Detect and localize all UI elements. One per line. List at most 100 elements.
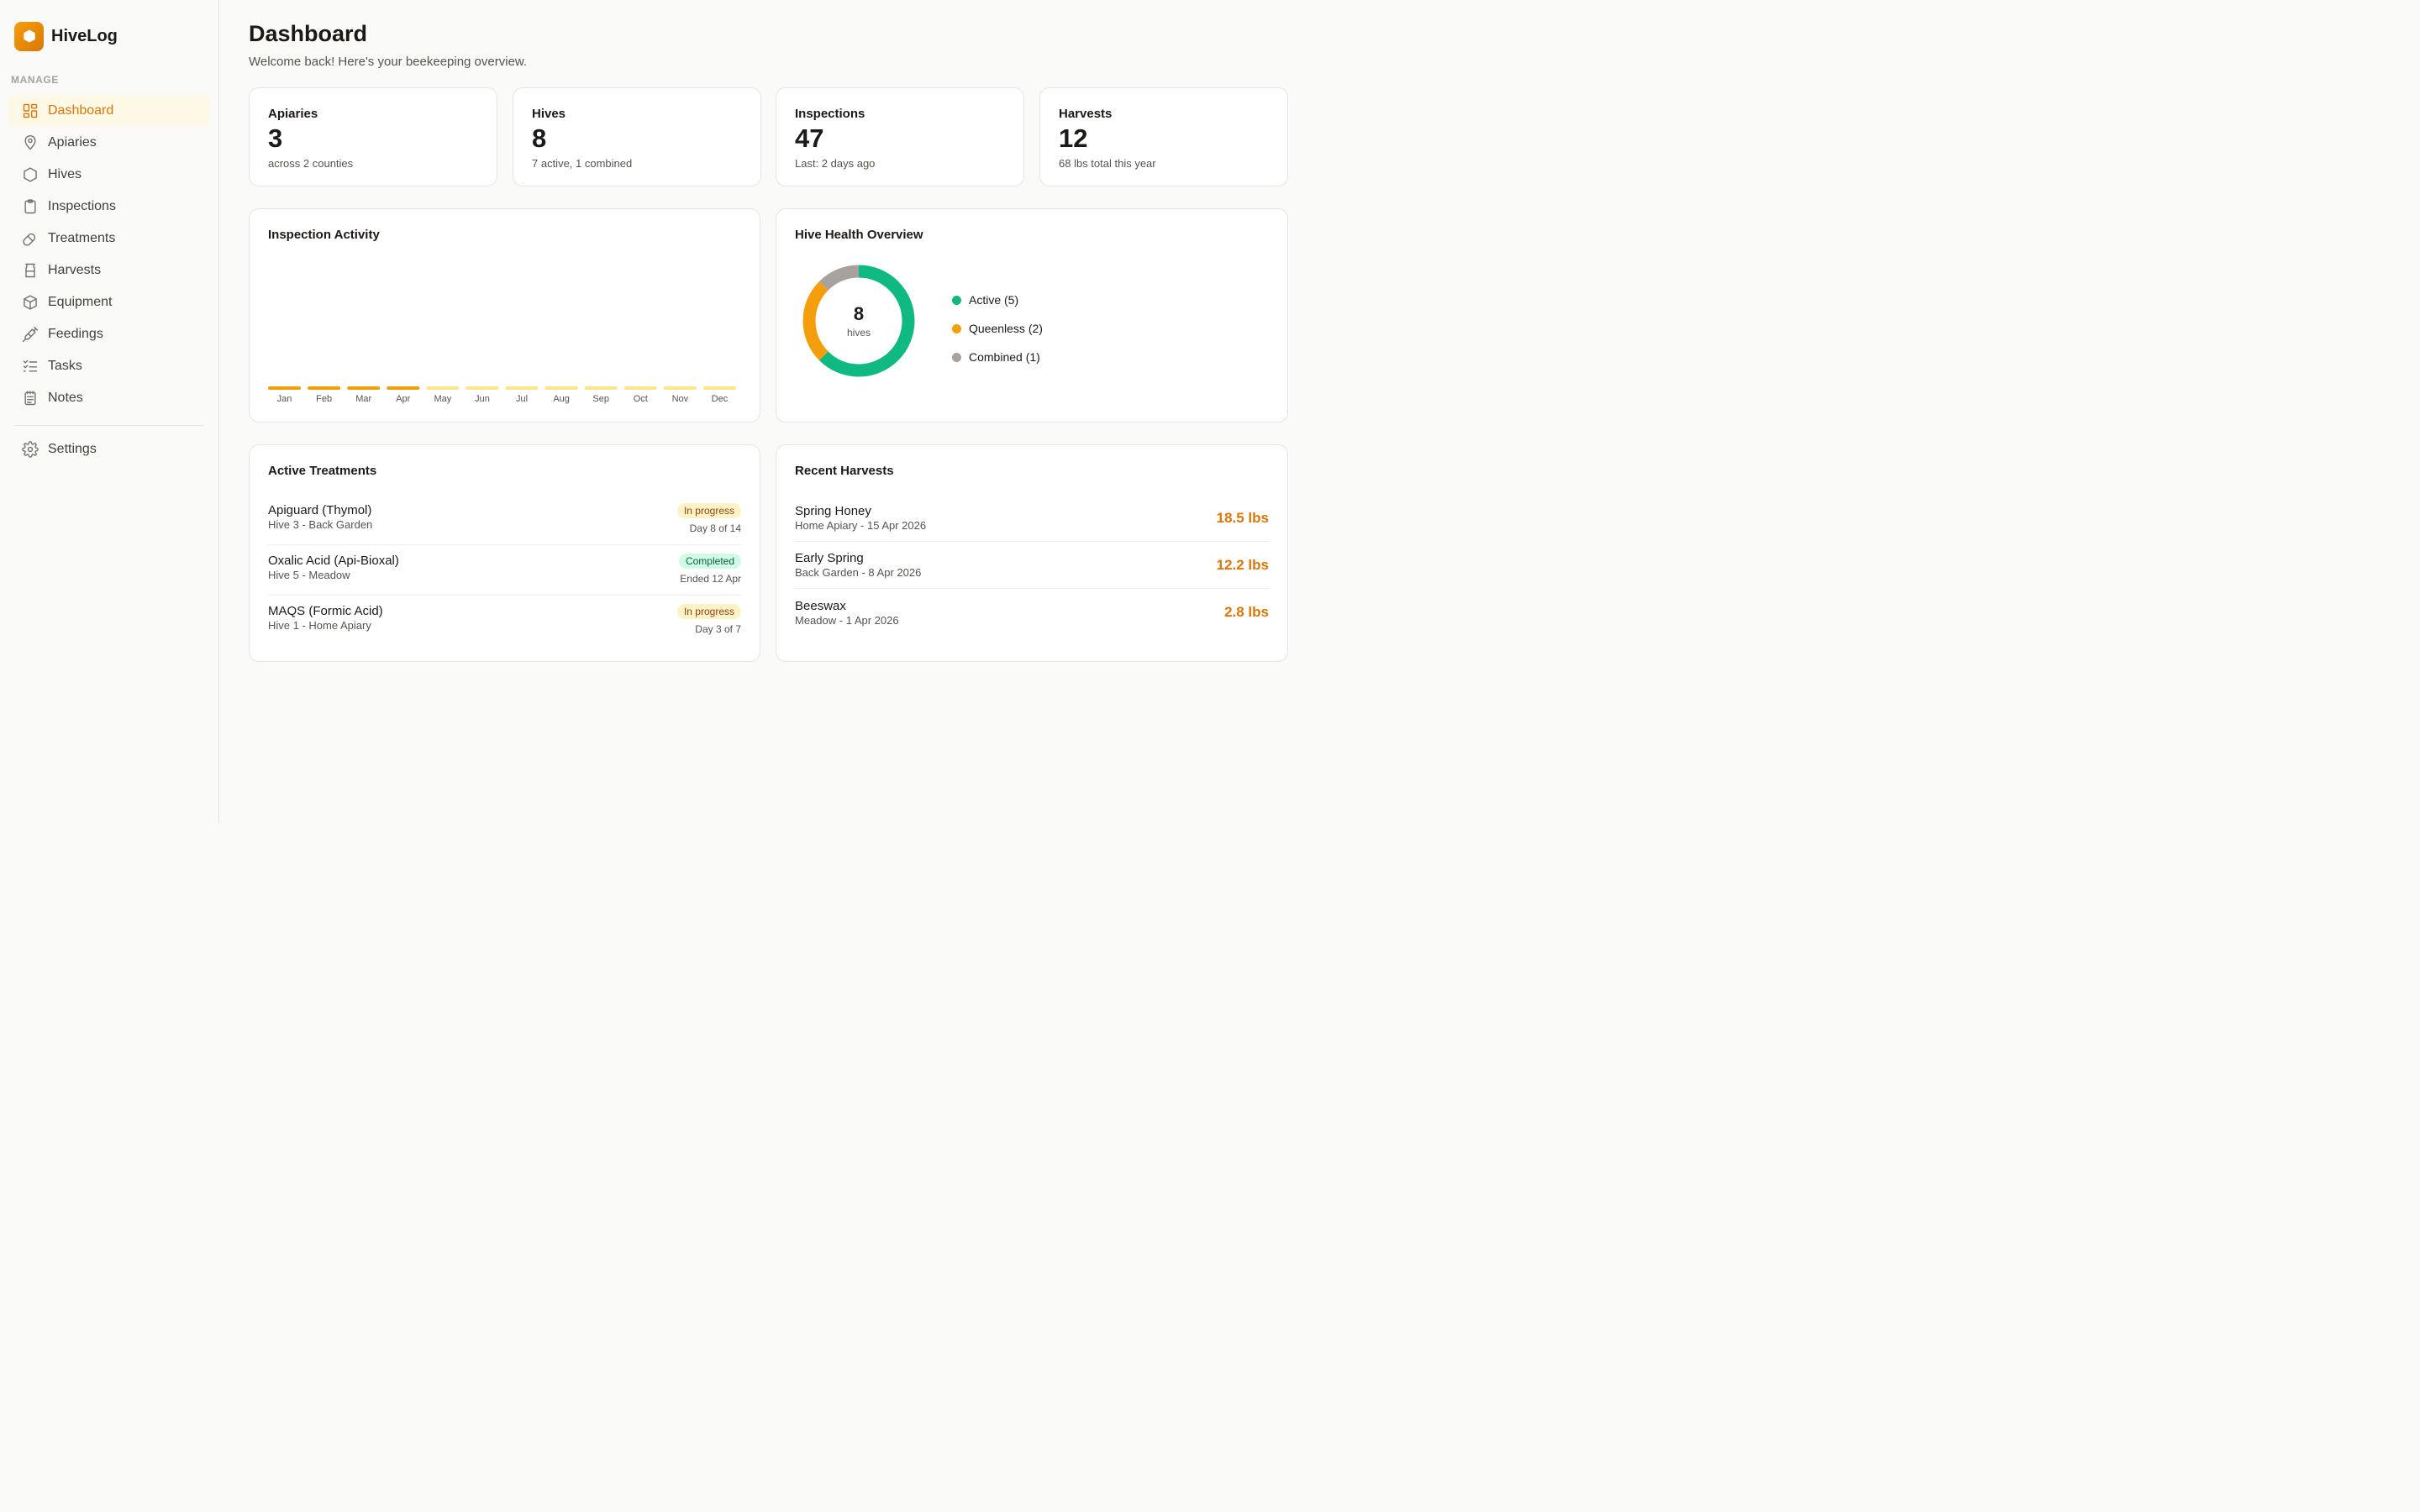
legend-dot	[952, 323, 961, 333]
stat-card-apiaries[interactable]: Apiaries 3 across 2 counties	[249, 87, 497, 186]
notepad-icon	[22, 390, 39, 407]
sidebar-item-notes[interactable]: Notes	[8, 382, 210, 414]
bar-nov[interactable]	[663, 386, 697, 390]
page-subtitle: Welcome back! Here's your beekeeping ove…	[249, 55, 528, 69]
treatment-name: Apiguard (Thymol)	[268, 503, 372, 517]
brand[interactable]: HiveLog	[14, 21, 210, 51]
treatment-location: Hive 1 - Home Apiary	[268, 619, 371, 632]
sidebar-item-label: Tasks	[48, 359, 82, 373]
hive-health-donut: 8 hives	[802, 265, 915, 377]
legend-label: Combined (1)	[969, 350, 1040, 364]
section-label: MANAGE	[11, 74, 59, 86]
checklist-icon	[22, 358, 39, 375]
sidebar-item-tasks[interactable]: Tasks	[8, 350, 210, 382]
legend-label: Queenless (2)	[969, 322, 1043, 335]
inspection-activity-chart: Jan Feb Mar Apr May Jun Jul Aug Sep Oct Nov Dec	[268, 386, 736, 404]
sidebar-item-equipment[interactable]: Equipment	[8, 286, 210, 318]
recent-harvests-card: Recent Harvests Spring Honey Home Apiary…	[776, 444, 1288, 662]
bar-jan[interactable]	[268, 386, 302, 390]
bar-jul[interactable]	[505, 386, 539, 390]
harvest-name: Spring Honey	[795, 504, 871, 518]
map-pin-icon	[22, 134, 39, 151]
stat-title: Inspections	[795, 107, 865, 121]
jar-icon	[22, 262, 39, 279]
bar-dec[interactable]	[702, 386, 736, 390]
harvest-amount: 18.5 lbs	[1216, 509, 1269, 526]
bar-oct[interactable]	[623, 386, 657, 390]
tick-label: Sep	[592, 394, 609, 404]
stat-value: 47	[795, 123, 824, 153]
stat-sub: Last: 2 days ago	[795, 157, 876, 170]
tick-label: May	[434, 394, 451, 404]
sidebar-item-settings[interactable]: Settings	[8, 433, 210, 465]
list-item[interactable]: Oxalic Acid (Api-Bioxal) Hive 5 - Meadow…	[268, 545, 741, 596]
sidebar-item-label: Dashboard	[48, 103, 114, 118]
treatment-location: Hive 5 - Meadow	[268, 569, 350, 581]
harvest-details: Back Garden - 8 Apr 2026	[795, 566, 922, 579]
clipboard-icon	[22, 198, 39, 215]
bar-feb[interactable]	[308, 386, 341, 390]
tick-label: Jan	[277, 394, 292, 404]
tick-label: Apr	[396, 394, 410, 404]
sidebar: HiveLog MANAGE Dashboard Apiaries Hives …	[0, 0, 219, 823]
chart-legend: Active (5) Queenless (2) Combined (1)	[952, 286, 1043, 371]
sidebar-item-label: Treatments	[48, 231, 116, 245]
list-item[interactable]: Early Spring Back Garden - 8 Apr 2026 12…	[795, 542, 1269, 589]
donut-slice-queenless[interactable]	[802, 265, 915, 377]
treatment-progress: Day 8 of 14	[689, 522, 741, 534]
list-item[interactable]: Apiguard (Thymol) Hive 3 - Back Garden I…	[268, 495, 741, 545]
treatment-name: MAQS (Formic Acid)	[268, 604, 383, 618]
grid-icon	[22, 102, 39, 119]
panel-title: Inspection Activity	[268, 228, 380, 242]
treatment-name: Oxalic Acid (Api-Bioxal)	[268, 554, 399, 568]
donut-slice-combined[interactable]	[802, 265, 915, 377]
stat-title: Harvests	[1059, 107, 1113, 121]
hexagon-logo-icon	[14, 21, 44, 51]
box-icon	[22, 294, 39, 311]
sidebar-item-dashboard[interactable]: Dashboard	[8, 95, 210, 127]
list-item[interactable]: Beeswax Meadow - 1 Apr 2026 2.8 lbs	[795, 589, 1269, 636]
stat-card-harvests[interactable]: Harvests 12 68 lbs total this year	[1039, 87, 1288, 186]
legend-entry: Queenless (2)	[952, 314, 1043, 343]
sidebar-item-label: Inspections	[48, 199, 116, 213]
page-title: Dashboard	[249, 21, 368, 46]
main-content: Dashboard Welcome back! Here's your beek…	[219, 0, 1318, 823]
sidebar-item-treatments[interactable]: Treatments	[8, 223, 210, 255]
harvest-name: Beeswax	[795, 598, 846, 613]
sidebar-item-label: Feedings	[48, 327, 103, 341]
bar-may[interactable]	[426, 386, 460, 390]
sidebar-nav: Dashboard Apiaries Hives Inspections Tre…	[8, 95, 210, 414]
stat-value: 8	[532, 123, 547, 153]
bar-mar[interactable]	[347, 386, 381, 390]
legend-dot	[952, 352, 961, 362]
sidebar-item-feedings[interactable]: Feedings	[8, 318, 210, 350]
donut-chart	[802, 265, 915, 377]
sidebar-item-label: Harvests	[48, 263, 102, 277]
bar-sep[interactable]	[584, 386, 618, 390]
bar-jun[interactable]	[466, 386, 499, 390]
stat-card-hives[interactable]: Hives 8 7 active, 1 combined	[513, 87, 761, 186]
harvest-amount: 2.8 lbs	[1224, 604, 1269, 620]
stat-card-inspections[interactable]: Inspections 47 Last: 2 days ago	[776, 87, 1024, 186]
stat-value: 12	[1059, 123, 1088, 153]
list-item[interactable]: Spring Honey Home Apiary - 15 Apr 2026 1…	[795, 495, 1269, 542]
bar-apr[interactable]	[387, 386, 420, 390]
sidebar-item-harvests[interactable]: Harvests	[8, 255, 210, 286]
tick-label: Oct	[634, 394, 648, 404]
harvest-list: Spring Honey Home Apiary - 15 Apr 2026 1…	[795, 495, 1269, 636]
sidebar-item-hives[interactable]: Hives	[8, 159, 210, 191]
tick-label: Jun	[475, 394, 490, 404]
status-badge: In progress	[676, 604, 741, 619]
stat-sub: across 2 counties	[268, 157, 354, 170]
stat-title: Apiaries	[268, 107, 318, 121]
stat-title: Hives	[532, 107, 566, 121]
sidebar-item-apiaries[interactable]: Apiaries	[8, 127, 210, 159]
list-item[interactable]: MAQS (Formic Acid) Hive 1 - Home Apiary …	[268, 596, 741, 646]
panel-title: Active Treatments	[268, 464, 377, 478]
panel-title: Hive Health Overview	[795, 228, 923, 242]
sidebar-item-label: Settings	[48, 442, 97, 456]
sidebar-item-inspections[interactable]: Inspections	[8, 191, 210, 223]
bar-aug[interactable]	[544, 386, 578, 390]
gear-icon	[22, 441, 39, 458]
status-badge: In progress	[676, 503, 741, 518]
